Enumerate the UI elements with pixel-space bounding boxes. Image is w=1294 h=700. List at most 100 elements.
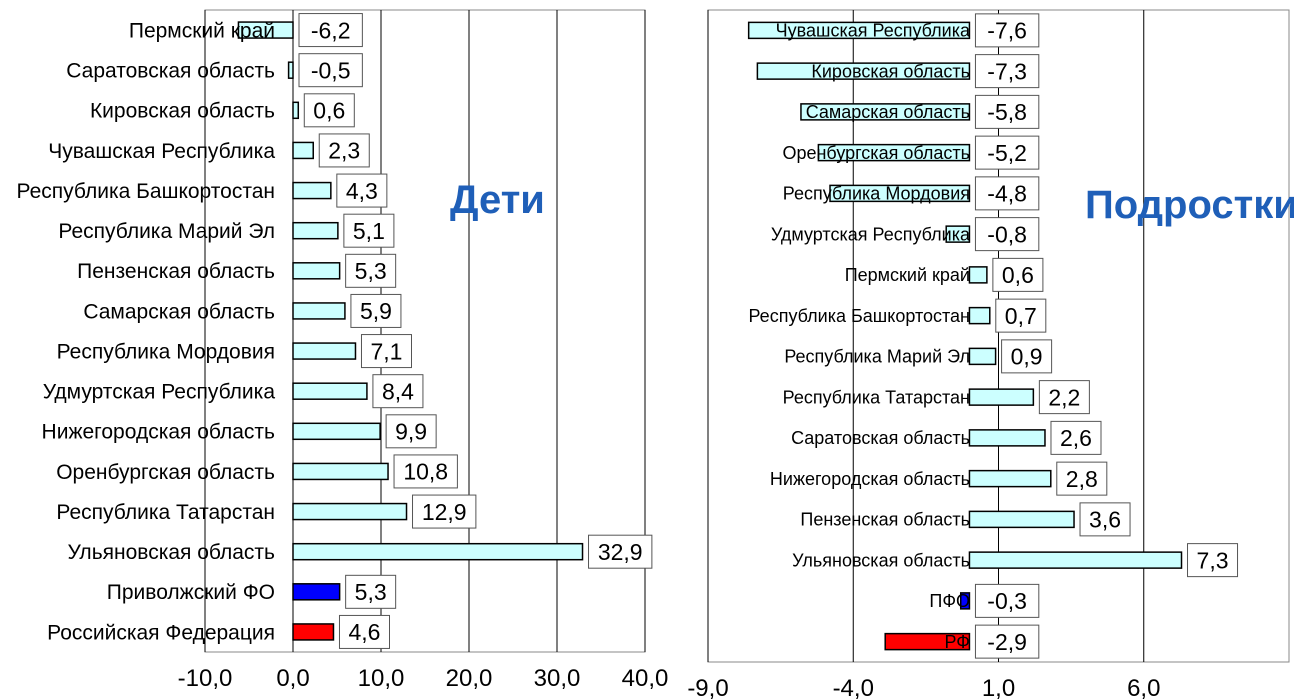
chart-children: -10,0 0,0 10,0 20,0 30,0 40,0 Пермский край -6,… [17, 9, 669, 692]
category-label: Пензенская область [77, 260, 275, 283]
data-label-box [360, 334, 413, 369]
data-label-box [974, 217, 1040, 252]
bar [884, 632, 971, 651]
data-label: 0,6 [1002, 262, 1034, 288]
data-label: -7,3 [987, 58, 1027, 84]
bar [292, 462, 389, 481]
data-label-box [1187, 543, 1239, 578]
bar [292, 262, 341, 280]
category-label: Саратовская область [66, 60, 275, 83]
data-label: -6,2 [311, 17, 351, 43]
data-label-box [336, 173, 388, 208]
data-label: 0,9 [1011, 344, 1043, 370]
category-label: Республика Марий Эл [58, 220, 275, 243]
data-label: 7,3 [1197, 547, 1229, 573]
category-label: Удмуртская Республика [771, 224, 971, 244]
data-label: 4,3 [346, 178, 378, 204]
category-label: Республика Татарстан [56, 501, 275, 524]
x-tick-label: 10,0 [358, 665, 405, 692]
bar [756, 62, 971, 80]
bar [292, 221, 339, 240]
data-label: 5,1 [353, 218, 385, 244]
category-label: Самарская область [83, 300, 275, 323]
data-label: -5,8 [987, 99, 1027, 125]
category-label: Пензенская область [800, 510, 970, 530]
data-label-box [298, 13, 363, 48]
data-label-box [974, 94, 1040, 129]
bar [292, 342, 357, 360]
data-label: -0,8 [987, 221, 1027, 247]
chart-title-teens: Подростки [1085, 183, 1294, 227]
category-label: Саратовская область [791, 428, 970, 448]
chart-title-children: Дети [450, 178, 545, 222]
data-label-box [995, 298, 1047, 333]
data-label-box [1001, 339, 1053, 374]
bar [829, 184, 971, 203]
data-label-box [1050, 420, 1102, 455]
category-label: Республика Татарстан [783, 387, 970, 407]
bar [800, 103, 971, 121]
category-label: Чувашская Республика [48, 140, 275, 163]
category-label: Республика Башкортостан [748, 306, 970, 326]
data-label: -0,5 [311, 57, 351, 83]
data-label-box [412, 494, 477, 529]
category-label: Удмуртская Республика [43, 381, 276, 404]
data-label-box [992, 257, 1044, 292]
data-label-box [318, 133, 370, 168]
data-label-box [1038, 380, 1090, 415]
data-label-box [298, 53, 363, 88]
bar [945, 225, 971, 243]
data-label: 10,8 [403, 459, 448, 485]
category-label: Оренбургская область [56, 461, 275, 484]
bar [292, 422, 381, 441]
bar [292, 623, 335, 641]
data-label: -7,6 [987, 18, 1027, 44]
data-label: 7,1 [370, 338, 402, 364]
data-label-box [1056, 461, 1108, 496]
data-label-box [974, 13, 1040, 48]
category-label: Республика Марий Эл [784, 347, 970, 367]
chart-teens: -9,0 -4,0 1,0 6,0 Чувашская Республика -7,6 Ки… [687, 9, 1290, 700]
category-label: Пермский край [129, 19, 275, 42]
category-label: ПФО [929, 591, 970, 611]
data-label-box [974, 624, 1040, 659]
data-label: 2,2 [1048, 384, 1080, 410]
data-label: 2,6 [1060, 425, 1092, 451]
data-label-box [343, 213, 395, 248]
data-label: 4,6 [348, 619, 380, 645]
data-label: 5,9 [360, 298, 392, 324]
category-label: Республика Мордовия [57, 340, 275, 363]
bar [292, 181, 332, 200]
x-tick-label: -9,0 [687, 675, 728, 700]
data-label-box [974, 135, 1040, 170]
data-label: 2,8 [1066, 466, 1098, 492]
x-tick-label: -10,0 [178, 665, 233, 692]
x-tick-label: -4,0 [833, 675, 874, 700]
data-label-box [974, 54, 1040, 89]
data-label: 0,7 [1005, 303, 1037, 329]
data-label-box [588, 534, 653, 569]
bar [968, 388, 1035, 406]
data-label: 12,9 [422, 499, 467, 525]
bar [237, 21, 294, 39]
data-label: 8,4 [382, 378, 414, 404]
bar [968, 347, 997, 366]
data-label: 5,3 [355, 258, 387, 284]
bar [292, 583, 341, 601]
data-label-box [350, 293, 402, 328]
bar [959, 592, 971, 610]
x-tick-label: 40,0 [622, 665, 669, 692]
data-label-box [974, 176, 1040, 211]
data-label: 5,3 [355, 579, 387, 605]
data-label: 3,6 [1089, 507, 1121, 533]
data-label: -2,9 [987, 629, 1027, 655]
category-label: Самарская область [806, 102, 970, 122]
bar [292, 101, 300, 120]
category-label: Приволжский ФО [107, 581, 275, 604]
bar [292, 302, 346, 320]
category-label: РФ [945, 632, 971, 652]
category-label: Оренбургская область [782, 143, 970, 163]
data-label-box [345, 574, 397, 609]
data-label-box [338, 614, 391, 649]
